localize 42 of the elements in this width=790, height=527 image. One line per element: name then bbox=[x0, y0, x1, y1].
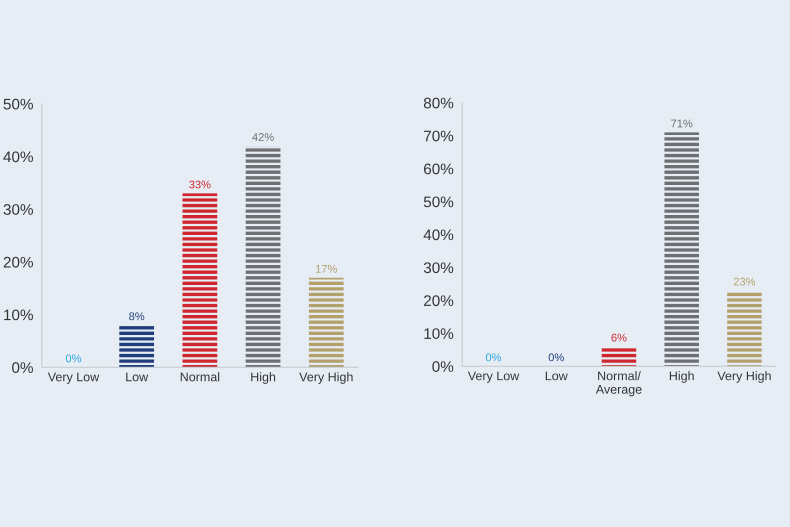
x-tick-label: High bbox=[670, 371, 694, 383]
data-label: 0% bbox=[486, 353, 502, 362]
data-label: 17% bbox=[316, 264, 337, 273]
y-tick-label: 0% bbox=[432, 361, 454, 372]
bar bbox=[119, 325, 154, 368]
x-tick-label: Very High bbox=[717, 371, 771, 383]
data-label: 0% bbox=[66, 354, 82, 362]
y-tick-label: 40% bbox=[424, 229, 454, 240]
data-label: 33% bbox=[189, 180, 211, 188]
x-tick-label: Normal/ Average bbox=[596, 371, 642, 396]
bar bbox=[308, 278, 344, 368]
y-tick-label: 50% bbox=[4, 98, 33, 110]
bar bbox=[602, 346, 636, 366]
y-tick-label: 20% bbox=[4, 256, 33, 268]
y-tick-label: 70% bbox=[424, 130, 454, 142]
x-tick-label: High bbox=[251, 372, 276, 384]
bar bbox=[182, 193, 218, 368]
y-tick-label: 30% bbox=[424, 262, 454, 274]
x-tick-label: Very Low bbox=[48, 372, 100, 384]
x-tick-label: Low bbox=[546, 372, 568, 380]
y-tick-label: 20% bbox=[424, 295, 454, 306]
y-tick-label: 40% bbox=[3, 151, 33, 162]
data-label: 71% bbox=[671, 120, 692, 128]
data-label: 42% bbox=[252, 133, 274, 141]
y-tick-label: 10% bbox=[424, 328, 454, 340]
bar bbox=[727, 290, 762, 366]
y-tick-label: 50% bbox=[424, 196, 454, 208]
data-label: 6% bbox=[612, 334, 627, 342]
bar bbox=[664, 132, 699, 366]
bar bbox=[246, 146, 280, 368]
y-tick-label: 80% bbox=[424, 98, 454, 108]
data-label: 23% bbox=[734, 278, 756, 286]
y-tick-label: 0% bbox=[12, 362, 33, 374]
y-tick-label: 10% bbox=[4, 309, 33, 320]
y-tick-label: 30% bbox=[4, 204, 33, 215]
x-tick-label: Very Low bbox=[468, 372, 520, 383]
x-tick-label: Low bbox=[126, 372, 148, 382]
data-label: 0% bbox=[548, 353, 564, 362]
x-tick-label: Very High bbox=[299, 372, 353, 384]
x-tick-label: Normal bbox=[180, 372, 220, 382]
data-label: 8% bbox=[129, 312, 144, 320]
y-tick-label: 60% bbox=[424, 164, 454, 174]
